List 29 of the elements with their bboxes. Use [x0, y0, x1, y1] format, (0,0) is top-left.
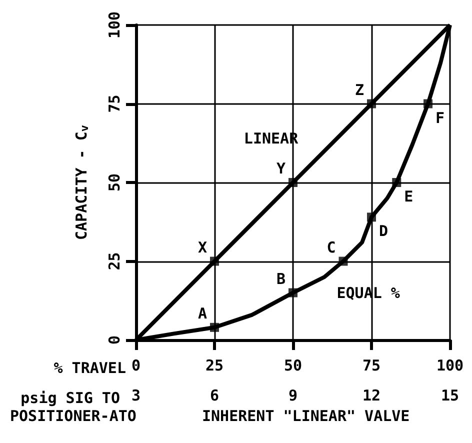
x2-tick-label: 12 [362, 386, 381, 404]
x-tick-label: 25 [205, 356, 224, 374]
x2-tick-label: 3 [131, 386, 141, 404]
annotation: D [378, 222, 388, 240]
annotation: B [276, 270, 286, 288]
y-tick-label: 50 [106, 173, 124, 192]
x-axis-title: % TRAVEL [54, 359, 126, 377]
x2-tick-label: 15 [440, 386, 460, 404]
x2-tick-label: 9 [288, 386, 298, 404]
text: INHERENT "LINEAR" VALVE [202, 407, 410, 425]
x-tick-label: 50 [284, 356, 302, 374]
annotation: F [436, 108, 445, 127]
y-axis-title: CAPACITY - Cv [72, 124, 91, 240]
annotation: Y [276, 160, 286, 178]
y-tick-label: 25 [106, 252, 124, 270]
x2-axis-title: psig SIG TO [20, 389, 120, 407]
annotation: A [198, 304, 208, 322]
y-tick-label: 0 [106, 335, 124, 345]
text: POSITIONER-ATO [10, 407, 136, 425]
y-tick-label: 75 [106, 94, 124, 113]
y-tick-label: 100 [106, 11, 124, 39]
x-tick-label: 75 [362, 356, 381, 374]
annotation: E [404, 188, 414, 206]
x-tick-label: 100 [436, 356, 464, 374]
annotation: C [326, 238, 336, 256]
x-tick-label: 0 [131, 356, 141, 374]
x2-tick-label: 6 [210, 386, 220, 404]
annotation: X [198, 238, 208, 256]
annotation: Z [354, 80, 364, 99]
